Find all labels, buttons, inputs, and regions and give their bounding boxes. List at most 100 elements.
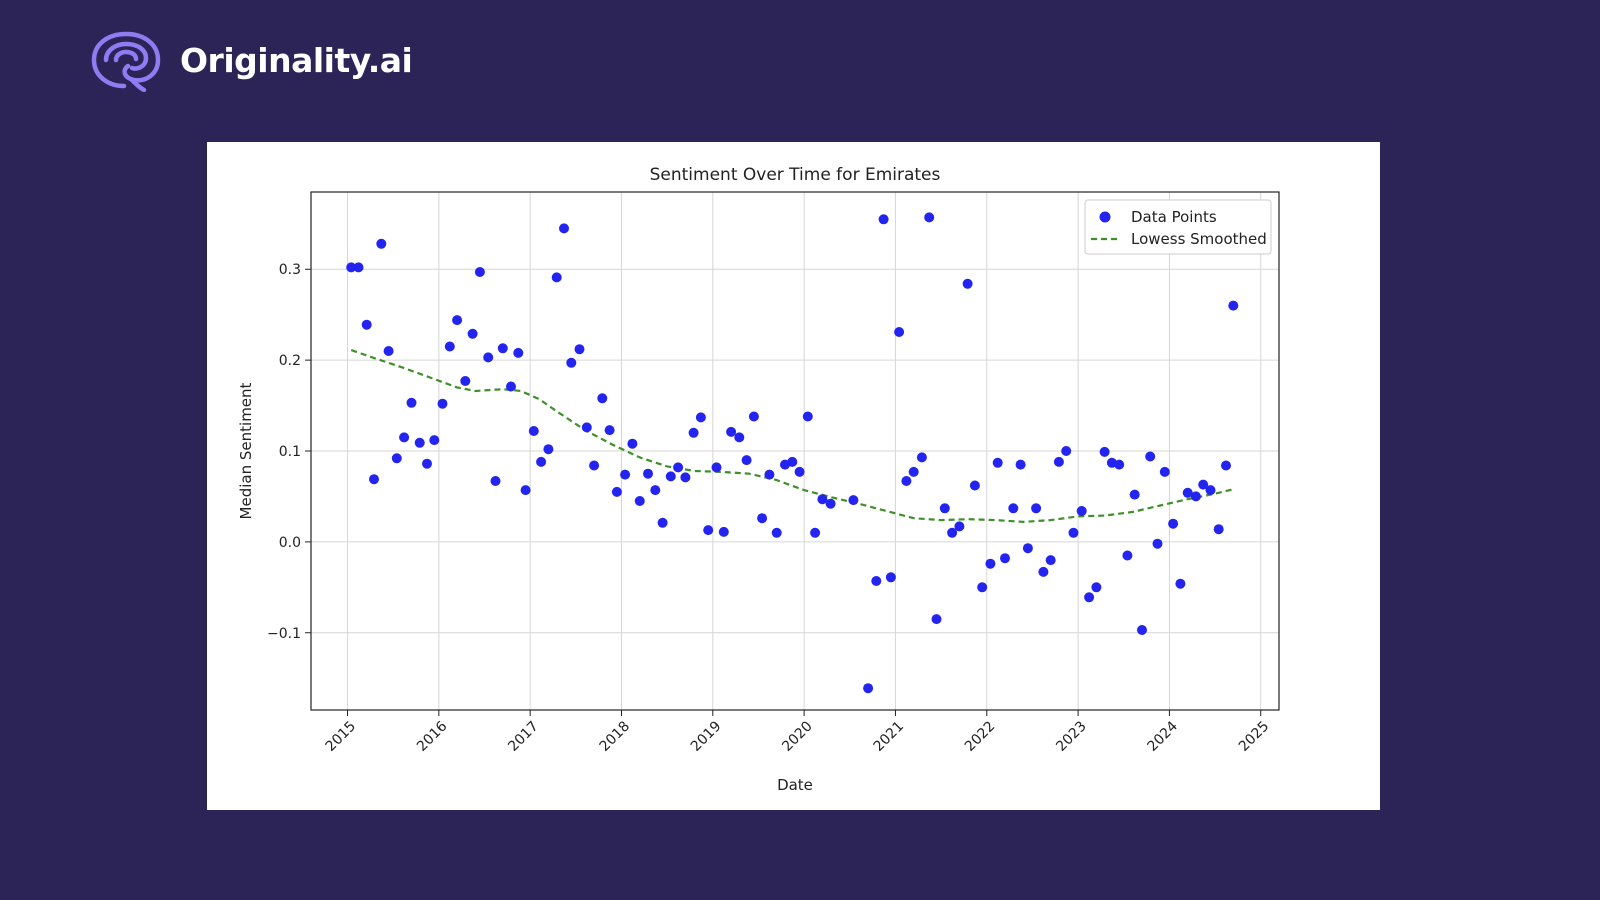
- data-point: [1168, 518, 1179, 529]
- data-point: [908, 466, 919, 477]
- data-point: [422, 458, 432, 469]
- chart-title: Sentiment Over Time for Emirates: [650, 165, 941, 185]
- data-point: [771, 527, 782, 538]
- data-point: [1228, 300, 1239, 311]
- data-point: [611, 486, 622, 497]
- data-point: [931, 614, 942, 625]
- x-tick-label: 2016: [414, 718, 451, 755]
- data-point: [1038, 566, 1049, 577]
- sentiment-chart: 2015 2016 2017 2018 2019 2020 2021 2022 2023 2024…: [237, 165, 1280, 794]
- data-point: [497, 343, 508, 354]
- data-point: [574, 344, 585, 355]
- lowess-smoothed-line: [350, 349, 1234, 524]
- data-point: [369, 474, 379, 485]
- x-tick-label: 2022: [962, 718, 999, 755]
- data-point: [992, 457, 1003, 468]
- data-point: [947, 527, 958, 538]
- data-point: [711, 462, 722, 473]
- data-point: [787, 456, 798, 467]
- data-point: [604, 425, 615, 436]
- y-tick-label: −0.1: [267, 626, 301, 642]
- x-tick-label: 2021: [871, 718, 908, 755]
- data-point: [977, 582, 988, 593]
- lowess-line-layer: [350, 349, 1234, 524]
- data-point: [452, 315, 463, 326]
- data-point: [520, 485, 531, 496]
- data-point: [657, 517, 668, 528]
- data-point: [901, 476, 912, 486]
- chart-figure: 2015 2016 2017 2018 2019 2020 2021 2022 2023 2024…: [207, 142, 1380, 810]
- data-point: [1182, 487, 1193, 498]
- data-point: [506, 381, 516, 392]
- data-point: [467, 328, 478, 339]
- data-point: [1008, 503, 1019, 514]
- legend-marker-data-points: [1099, 211, 1111, 223]
- data-points-layer: [346, 212, 1239, 694]
- data-point: [825, 498, 836, 509]
- data-point: [1190, 491, 1201, 502]
- data-point: [414, 437, 425, 448]
- data-point: [1114, 459, 1125, 470]
- data-point: [703, 525, 714, 536]
- data-point: [474, 267, 485, 277]
- data-point: [673, 462, 684, 473]
- data-point: [1068, 527, 1079, 538]
- data-point: [848, 495, 859, 506]
- data-point: [1076, 506, 1087, 516]
- data-point: [885, 572, 896, 583]
- data-point: [1159, 466, 1170, 477]
- data-point: [513, 347, 524, 358]
- data-point: [444, 341, 455, 352]
- data-point: [802, 411, 813, 422]
- data-point: [1122, 550, 1133, 561]
- data-point: [406, 397, 417, 408]
- x-tick-label: 2017: [505, 718, 542, 755]
- legend-box: [1084, 199, 1272, 255]
- data-point: [1198, 479, 1209, 490]
- data-point: [878, 214, 889, 225]
- data-point: [748, 411, 759, 422]
- data-point: [376, 238, 387, 249]
- data-point: [429, 435, 440, 446]
- data-point: [1099, 446, 1110, 457]
- data-point: [483, 352, 494, 363]
- data-point: [726, 426, 737, 437]
- x-axis-label: Date: [777, 776, 813, 794]
- data-point: [1053, 456, 1064, 467]
- data-point: [1129, 489, 1140, 500]
- data-point: [939, 503, 950, 514]
- data-point: [559, 223, 569, 234]
- data-point: [634, 496, 645, 506]
- data-point: [353, 262, 364, 273]
- data-point: [1091, 582, 1102, 593]
- data-point: [1045, 555, 1056, 566]
- y-tick-label: 0.0: [279, 535, 301, 551]
- x-tick-label: 2025: [1236, 718, 1273, 755]
- y-tick-label: 0.2: [279, 353, 301, 369]
- y-axis-label: Median Sentiment: [237, 382, 255, 519]
- data-point: [764, 469, 775, 480]
- data-point: [543, 444, 554, 455]
- data-point: [985, 558, 996, 569]
- data-point: [528, 426, 539, 436]
- data-point: [969, 480, 980, 491]
- ticks-layer: 2015 2016 2017 2018 2019 2020 2021 2022 2023 2024…: [267, 262, 1272, 755]
- data-point: [665, 471, 676, 482]
- data-point: [1213, 524, 1224, 535]
- data-point: [863, 683, 874, 694]
- data-point: [954, 521, 965, 532]
- data-point: [581, 422, 592, 433]
- x-tick-label: 2015: [323, 718, 360, 755]
- data-point: [734, 432, 745, 443]
- data-point: [1175, 578, 1186, 589]
- x-tick-label: 2018: [597, 718, 634, 755]
- data-point: [627, 438, 638, 449]
- x-tick-label: 2019: [688, 718, 725, 755]
- grid-layer: [311, 192, 1279, 710]
- data-point: [391, 453, 402, 464]
- brand-name: Originality.ai: [180, 40, 413, 80]
- data-point: [1000, 553, 1010, 564]
- brand-header: Originality.ai: [88, 28, 413, 92]
- data-point: [1205, 485, 1216, 496]
- data-point: [597, 393, 608, 404]
